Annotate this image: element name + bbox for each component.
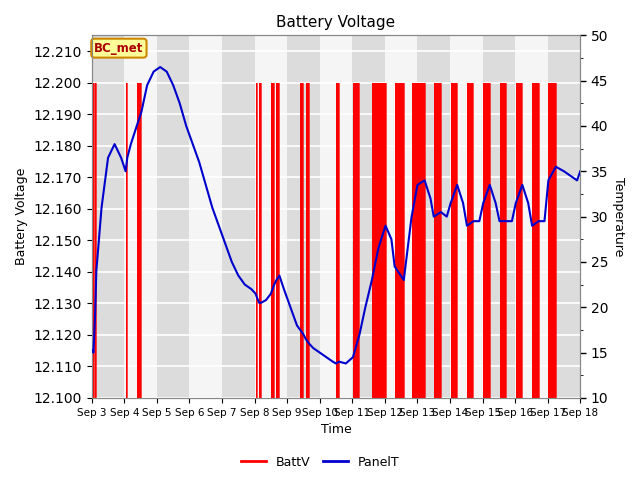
Bar bbox=[157, 36, 189, 398]
Bar bbox=[189, 36, 222, 398]
Bar bbox=[287, 36, 320, 398]
Bar bbox=[417, 36, 450, 398]
Bar bbox=[320, 36, 352, 398]
Legend: BattV, PanelT: BattV, PanelT bbox=[236, 451, 404, 474]
Bar bbox=[222, 36, 255, 398]
Bar bbox=[255, 36, 287, 398]
Text: BC_met: BC_met bbox=[94, 42, 143, 55]
Bar bbox=[548, 36, 580, 398]
Bar bbox=[352, 36, 385, 398]
Bar bbox=[515, 36, 548, 398]
Bar bbox=[124, 36, 157, 398]
Y-axis label: Battery Voltage: Battery Voltage bbox=[15, 168, 28, 265]
Bar bbox=[385, 36, 417, 398]
Y-axis label: Temperature: Temperature bbox=[612, 177, 625, 256]
Bar bbox=[450, 36, 483, 398]
X-axis label: Time: Time bbox=[321, 423, 351, 436]
Bar bbox=[92, 36, 124, 398]
Bar bbox=[483, 36, 515, 398]
Title: Battery Voltage: Battery Voltage bbox=[276, 15, 396, 30]
